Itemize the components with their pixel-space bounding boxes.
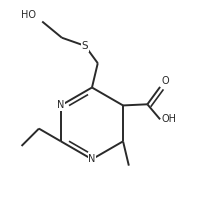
Text: S: S (82, 41, 88, 51)
Text: OH: OH (162, 114, 177, 124)
Text: N: N (57, 101, 65, 110)
Text: N: N (88, 154, 96, 164)
Text: HO: HO (21, 10, 36, 20)
Text: O: O (162, 76, 170, 86)
